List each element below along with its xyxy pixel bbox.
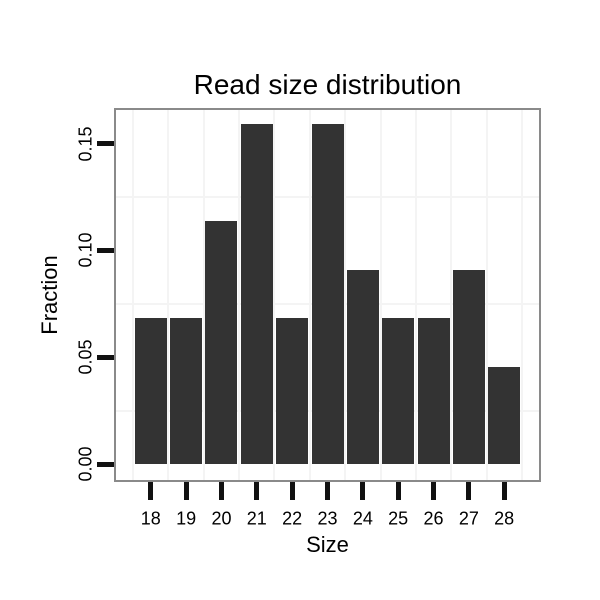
plot-panel bbox=[114, 108, 541, 482]
bar bbox=[452, 269, 485, 464]
x-tick-mark bbox=[148, 482, 154, 500]
minor-gridline-vertical bbox=[308, 110, 311, 480]
bar bbox=[205, 221, 238, 464]
x-tick-label: 21 bbox=[246, 508, 267, 529]
minor-gridline-vertical bbox=[520, 110, 523, 480]
minor-gridline-vertical bbox=[273, 110, 276, 480]
x-tick-label: 19 bbox=[176, 508, 197, 529]
bar bbox=[488, 366, 521, 464]
x-tick-mark bbox=[325, 482, 330, 500]
bar bbox=[311, 124, 344, 464]
y-tick-label: 0.00 bbox=[75, 446, 96, 482]
y-tick-mark bbox=[97, 247, 114, 253]
x-tick-mark bbox=[183, 482, 189, 500]
x-tick-label: 22 bbox=[282, 508, 303, 529]
bar bbox=[346, 269, 379, 464]
minor-gridline-vertical bbox=[379, 110, 382, 480]
minor-gridline-vertical bbox=[450, 110, 453, 480]
x-tick-mark bbox=[431, 482, 437, 500]
y-tick-mark bbox=[97, 141, 114, 147]
x-tick-label: 18 bbox=[140, 508, 161, 529]
minor-gridline-vertical bbox=[167, 110, 170, 480]
bar bbox=[382, 318, 415, 464]
minor-gridline-vertical bbox=[202, 110, 205, 480]
chart-title: Read size distribution bbox=[193, 69, 462, 100]
y-tick-label: 0.05 bbox=[75, 339, 96, 375]
x-tick-label: 26 bbox=[423, 508, 444, 529]
bar bbox=[240, 124, 273, 464]
x-tick-label: 25 bbox=[388, 508, 409, 529]
x-tick-label: 24 bbox=[352, 508, 373, 529]
bar bbox=[276, 318, 309, 464]
minor-gridline-vertical bbox=[132, 110, 135, 480]
x-tick-mark bbox=[395, 482, 401, 500]
y-tick-label: 0.10 bbox=[75, 232, 96, 268]
minor-gridline-vertical bbox=[344, 110, 347, 480]
minor-gridline-vertical bbox=[485, 110, 488, 480]
x-tick-mark bbox=[218, 482, 224, 500]
x-tick-mark bbox=[360, 482, 366, 500]
minor-gridline-vertical bbox=[414, 110, 417, 480]
bar bbox=[170, 318, 203, 464]
minor-gridline-vertical bbox=[238, 110, 241, 480]
x-tick-label: 20 bbox=[211, 508, 232, 529]
x-tick-label: 27 bbox=[458, 508, 479, 529]
y-tick-mark bbox=[97, 461, 114, 467]
bar bbox=[417, 318, 450, 464]
x-tick-label: 23 bbox=[317, 508, 338, 529]
x-tick-mark bbox=[466, 482, 472, 500]
y-tick-mark bbox=[97, 354, 114, 360]
y-tick-label: 0.15 bbox=[75, 126, 96, 162]
x-tick-mark bbox=[501, 482, 507, 500]
x-tick-label: 28 bbox=[494, 508, 515, 529]
y-axis-title: Fraction bbox=[37, 255, 62, 335]
x-axis-title: Size bbox=[306, 532, 349, 557]
x-tick-mark bbox=[254, 482, 260, 500]
x-tick-mark bbox=[289, 482, 295, 500]
bar bbox=[134, 318, 167, 464]
